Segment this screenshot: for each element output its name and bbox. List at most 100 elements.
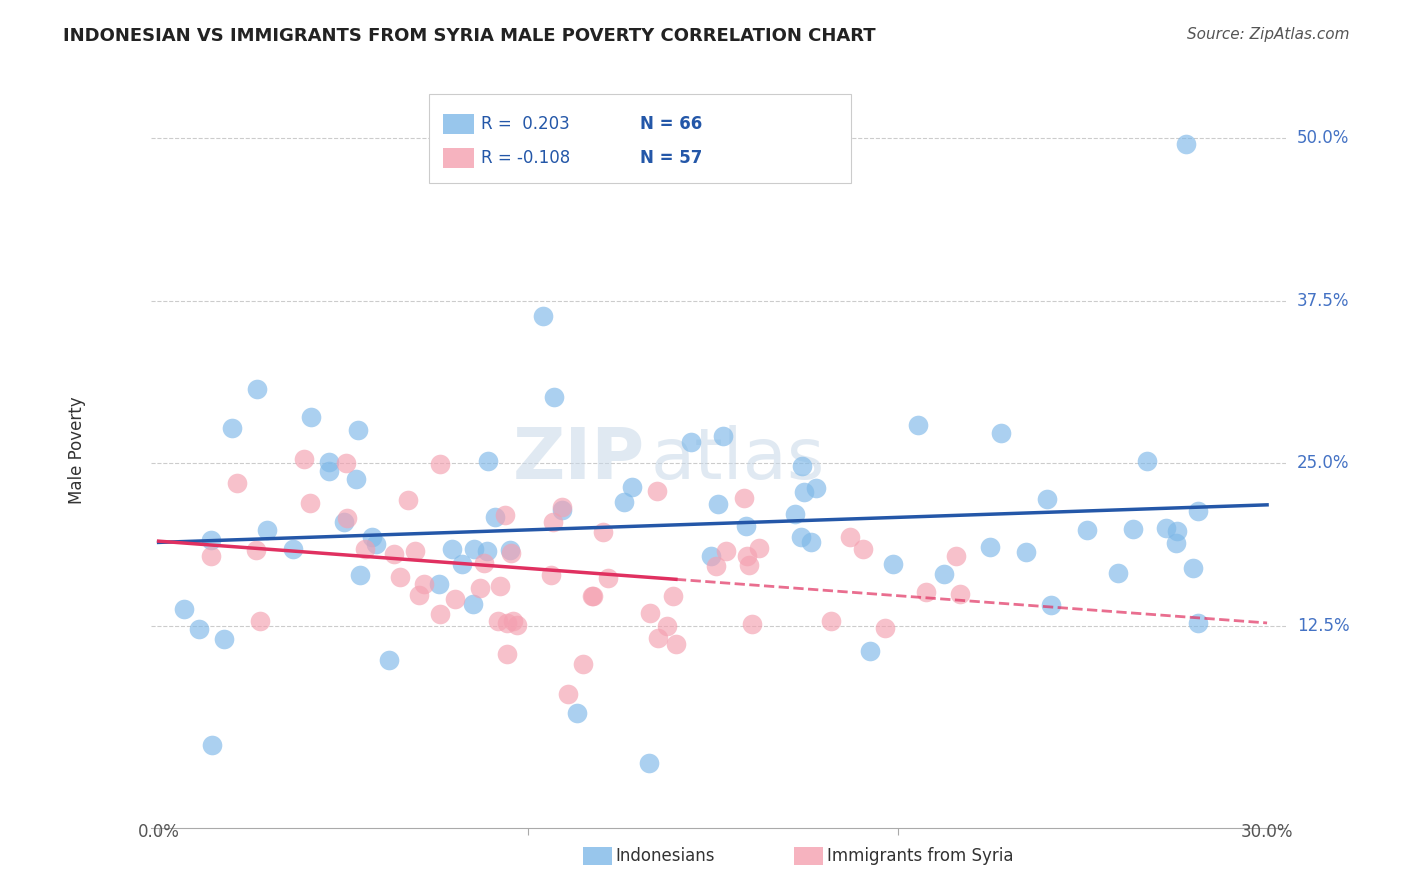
Point bbox=[364, 537, 387, 551]
Text: Indonesians: Indonesians bbox=[616, 847, 716, 865]
Point bbox=[582, 589, 605, 603]
Point bbox=[645, 484, 668, 499]
Point bbox=[662, 590, 685, 604]
Point bbox=[298, 496, 321, 510]
Point bbox=[734, 491, 756, 506]
Point bbox=[346, 473, 368, 487]
Point bbox=[1040, 599, 1063, 613]
Point bbox=[735, 518, 758, 533]
Point bbox=[451, 557, 474, 571]
Point bbox=[201, 738, 224, 752]
Point bbox=[499, 542, 522, 557]
Point bbox=[318, 454, 340, 468]
Point bbox=[318, 464, 340, 478]
Point bbox=[640, 606, 662, 620]
Point bbox=[1036, 492, 1059, 507]
Point bbox=[221, 420, 243, 434]
Point bbox=[429, 457, 451, 471]
Point bbox=[488, 579, 510, 593]
Point bbox=[804, 481, 827, 495]
Point bbox=[333, 515, 356, 529]
Point bbox=[932, 566, 955, 581]
Point bbox=[531, 309, 554, 323]
Point bbox=[404, 543, 426, 558]
Point bbox=[1014, 545, 1036, 559]
Point bbox=[444, 591, 467, 606]
Point bbox=[382, 547, 405, 561]
Point bbox=[783, 508, 806, 522]
Point bbox=[543, 390, 565, 404]
Point bbox=[1164, 536, 1187, 550]
Point bbox=[852, 542, 875, 557]
Point bbox=[506, 618, 529, 632]
Point bbox=[1174, 137, 1197, 152]
Point bbox=[1076, 523, 1098, 537]
Point bbox=[665, 638, 688, 652]
Point bbox=[173, 602, 195, 616]
Point bbox=[706, 497, 728, 511]
Point bbox=[474, 556, 496, 570]
Point bbox=[408, 588, 430, 602]
Text: atlas: atlas bbox=[651, 425, 825, 493]
Point bbox=[463, 597, 485, 611]
Point bbox=[714, 544, 737, 558]
Point bbox=[256, 523, 278, 537]
Point bbox=[249, 614, 271, 628]
Point bbox=[496, 615, 519, 630]
Point bbox=[412, 577, 434, 591]
Point bbox=[700, 549, 723, 563]
Point bbox=[246, 382, 269, 396]
Text: 25.0%: 25.0% bbox=[1296, 454, 1350, 473]
Point bbox=[484, 509, 506, 524]
Text: 30.0%: 30.0% bbox=[1241, 822, 1294, 841]
Point bbox=[859, 644, 882, 658]
Point bbox=[790, 530, 813, 544]
Point bbox=[949, 587, 972, 601]
Point bbox=[1187, 504, 1209, 518]
Point bbox=[427, 576, 450, 591]
Text: 50.0%: 50.0% bbox=[1296, 128, 1348, 147]
Point bbox=[1154, 521, 1177, 535]
Point bbox=[200, 549, 222, 563]
Point bbox=[441, 542, 464, 557]
Point bbox=[592, 525, 614, 540]
Point bbox=[638, 756, 661, 770]
Point bbox=[790, 459, 813, 474]
Point bbox=[907, 417, 929, 432]
Point bbox=[551, 502, 574, 516]
Point bbox=[735, 549, 758, 563]
Point bbox=[945, 549, 967, 563]
Point bbox=[292, 451, 315, 466]
Point bbox=[800, 534, 823, 549]
Point bbox=[486, 614, 509, 628]
Point bbox=[979, 541, 1001, 555]
Text: INDONESIAN VS IMMIGRANTS FROM SYRIA MALE POVERTY CORRELATION CHART: INDONESIAN VS IMMIGRANTS FROM SYRIA MALE… bbox=[63, 27, 876, 45]
Point bbox=[540, 568, 562, 582]
Point bbox=[429, 607, 451, 621]
Point bbox=[1182, 561, 1205, 575]
Point bbox=[468, 581, 491, 595]
Point bbox=[706, 559, 728, 574]
Text: R = -0.108: R = -0.108 bbox=[481, 149, 569, 167]
Point bbox=[820, 614, 842, 628]
Text: R =  0.203: R = 0.203 bbox=[481, 115, 569, 133]
Point bbox=[598, 571, 620, 585]
Point bbox=[200, 533, 222, 548]
Point bbox=[1107, 566, 1129, 580]
Text: Male Poverty: Male Poverty bbox=[69, 396, 86, 504]
Point bbox=[647, 631, 669, 645]
Point bbox=[396, 492, 419, 507]
Text: ZIP: ZIP bbox=[512, 425, 645, 493]
Text: 0.0%: 0.0% bbox=[138, 822, 180, 841]
Point bbox=[502, 614, 524, 628]
Point bbox=[882, 557, 904, 571]
Point bbox=[354, 542, 377, 557]
Point bbox=[621, 480, 644, 494]
Point bbox=[499, 546, 522, 560]
Text: 12.5%: 12.5% bbox=[1296, 617, 1350, 635]
Point bbox=[1187, 616, 1209, 631]
Text: N = 66: N = 66 bbox=[640, 115, 702, 133]
Point bbox=[541, 516, 564, 530]
Point bbox=[335, 456, 357, 470]
Point bbox=[875, 622, 897, 636]
